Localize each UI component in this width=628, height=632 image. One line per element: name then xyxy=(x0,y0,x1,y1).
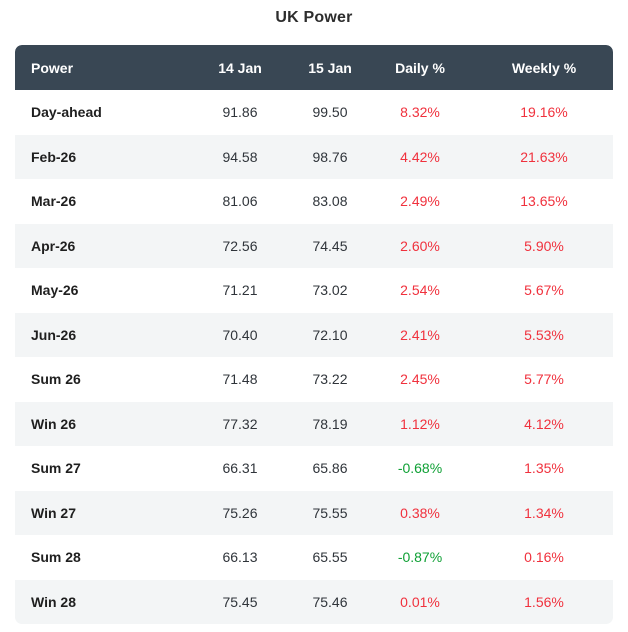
table-row: Sum 28 66.13 65.55 -0.87% 0.16% xyxy=(15,535,613,580)
value-14jan-cell: 75.26 xyxy=(185,490,295,535)
table-row: Mar-26 81.06 83.08 2.49% 13.65% xyxy=(15,179,613,224)
daily-pct-cell: 2.45% xyxy=(365,357,475,402)
column-header-15jan: 15 Jan xyxy=(295,45,365,90)
value-15jan-cell: 73.02 xyxy=(295,268,365,313)
row-label-cell: Sum 28 xyxy=(15,535,185,580)
value-14jan-cell: 66.13 xyxy=(185,535,295,580)
row-label-cell: Win 26 xyxy=(15,401,185,446)
daily-pct-cell: 1.12% xyxy=(365,401,475,446)
table-row: Day-ahead 91.86 99.50 8.32% 19.16% xyxy=(15,90,613,135)
daily-pct-cell: 2.60% xyxy=(365,223,475,268)
row-label-cell: Day-ahead xyxy=(15,90,185,135)
row-label-cell: Sum 27 xyxy=(15,446,185,491)
header-row: Power 14 Jan 15 Jan Daily % Weekly % xyxy=(15,45,613,90)
value-15jan-cell: 72.10 xyxy=(295,312,365,357)
value-14jan-cell: 91.86 xyxy=(185,90,295,135)
value-15jan-cell: 83.08 xyxy=(295,179,365,224)
value-15jan-cell: 65.86 xyxy=(295,446,365,491)
daily-pct-cell: 8.32% xyxy=(365,90,475,135)
weekly-pct-cell: 21.63% xyxy=(475,134,613,179)
table-row: May-26 71.21 73.02 2.54% 5.67% xyxy=(15,268,613,313)
value-15jan-cell: 98.76 xyxy=(295,134,365,179)
weekly-pct-cell: 0.16% xyxy=(475,535,613,580)
value-14jan-cell: 72.56 xyxy=(185,223,295,268)
value-14jan-cell: 81.06 xyxy=(185,179,295,224)
daily-pct-cell: 2.41% xyxy=(365,312,475,357)
value-15jan-cell: 73.22 xyxy=(295,357,365,402)
weekly-pct-cell: 19.16% xyxy=(475,90,613,135)
column-header-daily: Daily % xyxy=(365,45,475,90)
row-label-cell: Mar-26 xyxy=(15,179,185,224)
table-row: Sum 27 66.31 65.86 -0.68% 1.35% xyxy=(15,446,613,491)
table-body: Day-ahead 91.86 99.50 8.32% 19.16% Feb-2… xyxy=(15,90,613,624)
row-label-cell: Jun-26 xyxy=(15,312,185,357)
daily-pct-cell: 0.38% xyxy=(365,490,475,535)
row-label-cell: Apr-26 xyxy=(15,223,185,268)
column-header-weekly: Weekly % xyxy=(475,45,613,90)
daily-pct-cell: -0.68% xyxy=(365,446,475,491)
row-label-cell: May-26 xyxy=(15,268,185,313)
weekly-pct-cell: 1.34% xyxy=(475,490,613,535)
daily-pct-cell: 4.42% xyxy=(365,134,475,179)
power-prices-table: Power 14 Jan 15 Jan Daily % Weekly % Day… xyxy=(15,45,613,624)
value-15jan-cell: 65.55 xyxy=(295,535,365,580)
row-label-cell: Win 28 xyxy=(15,579,185,624)
row-label-cell: Win 27 xyxy=(15,490,185,535)
row-label-cell: Sum 26 xyxy=(15,357,185,402)
weekly-pct-cell: 5.53% xyxy=(475,312,613,357)
value-14jan-cell: 70.40 xyxy=(185,312,295,357)
daily-pct-cell: 0.01% xyxy=(365,579,475,624)
value-14jan-cell: 94.58 xyxy=(185,134,295,179)
value-14jan-cell: 71.21 xyxy=(185,268,295,313)
weekly-pct-cell: 1.56% xyxy=(475,579,613,624)
value-14jan-cell: 66.31 xyxy=(185,446,295,491)
value-15jan-cell: 99.50 xyxy=(295,90,365,135)
weekly-pct-cell: 13.65% xyxy=(475,179,613,224)
value-14jan-cell: 77.32 xyxy=(185,401,295,446)
table-row: Win 26 77.32 78.19 1.12% 4.12% xyxy=(15,401,613,446)
table-row: Feb-26 94.58 98.76 4.42% 21.63% xyxy=(15,134,613,179)
table-row: Apr-26 72.56 74.45 2.60% 5.90% xyxy=(15,223,613,268)
column-header-power: Power xyxy=(15,45,185,90)
value-14jan-cell: 75.45 xyxy=(185,579,295,624)
value-15jan-cell: 74.45 xyxy=(295,223,365,268)
value-15jan-cell: 78.19 xyxy=(295,401,365,446)
weekly-pct-cell: 5.90% xyxy=(475,223,613,268)
value-15jan-cell: 75.46 xyxy=(295,579,365,624)
weekly-pct-cell: 5.77% xyxy=(475,357,613,402)
table-row: Jun-26 70.40 72.10 2.41% 5.53% xyxy=(15,312,613,357)
table-row: Win 27 75.26 75.55 0.38% 1.34% xyxy=(15,490,613,535)
table-row: Sum 26 71.48 73.22 2.45% 5.77% xyxy=(15,357,613,402)
row-label-cell: Feb-26 xyxy=(15,134,185,179)
page-title: UK Power xyxy=(275,9,353,26)
weekly-pct-cell: 1.35% xyxy=(475,446,613,491)
daily-pct-cell: 2.49% xyxy=(365,179,475,224)
table-row: Win 28 75.45 75.46 0.01% 1.56% xyxy=(15,579,613,624)
daily-pct-cell: 2.54% xyxy=(365,268,475,313)
value-15jan-cell: 75.55 xyxy=(295,490,365,535)
column-header-14jan: 14 Jan xyxy=(185,45,295,90)
daily-pct-cell: -0.87% xyxy=(365,535,475,580)
weekly-pct-cell: 5.67% xyxy=(475,268,613,313)
weekly-pct-cell: 4.12% xyxy=(475,401,613,446)
value-14jan-cell: 71.48 xyxy=(185,357,295,402)
table-header: Power 14 Jan 15 Jan Daily % Weekly % xyxy=(15,45,613,90)
